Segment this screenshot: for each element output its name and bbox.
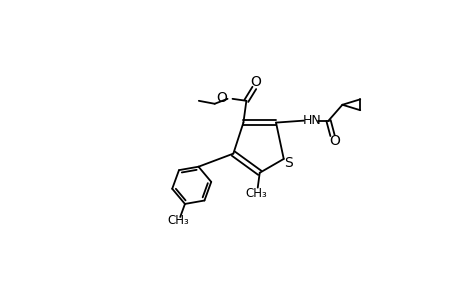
Text: S: S <box>284 156 292 170</box>
Text: O: O <box>216 91 227 105</box>
Text: O: O <box>249 76 260 89</box>
Text: O: O <box>328 134 339 148</box>
Text: CH₃: CH₃ <box>167 214 188 227</box>
Text: CH₃: CH₃ <box>246 187 267 200</box>
Text: HN: HN <box>302 114 320 127</box>
